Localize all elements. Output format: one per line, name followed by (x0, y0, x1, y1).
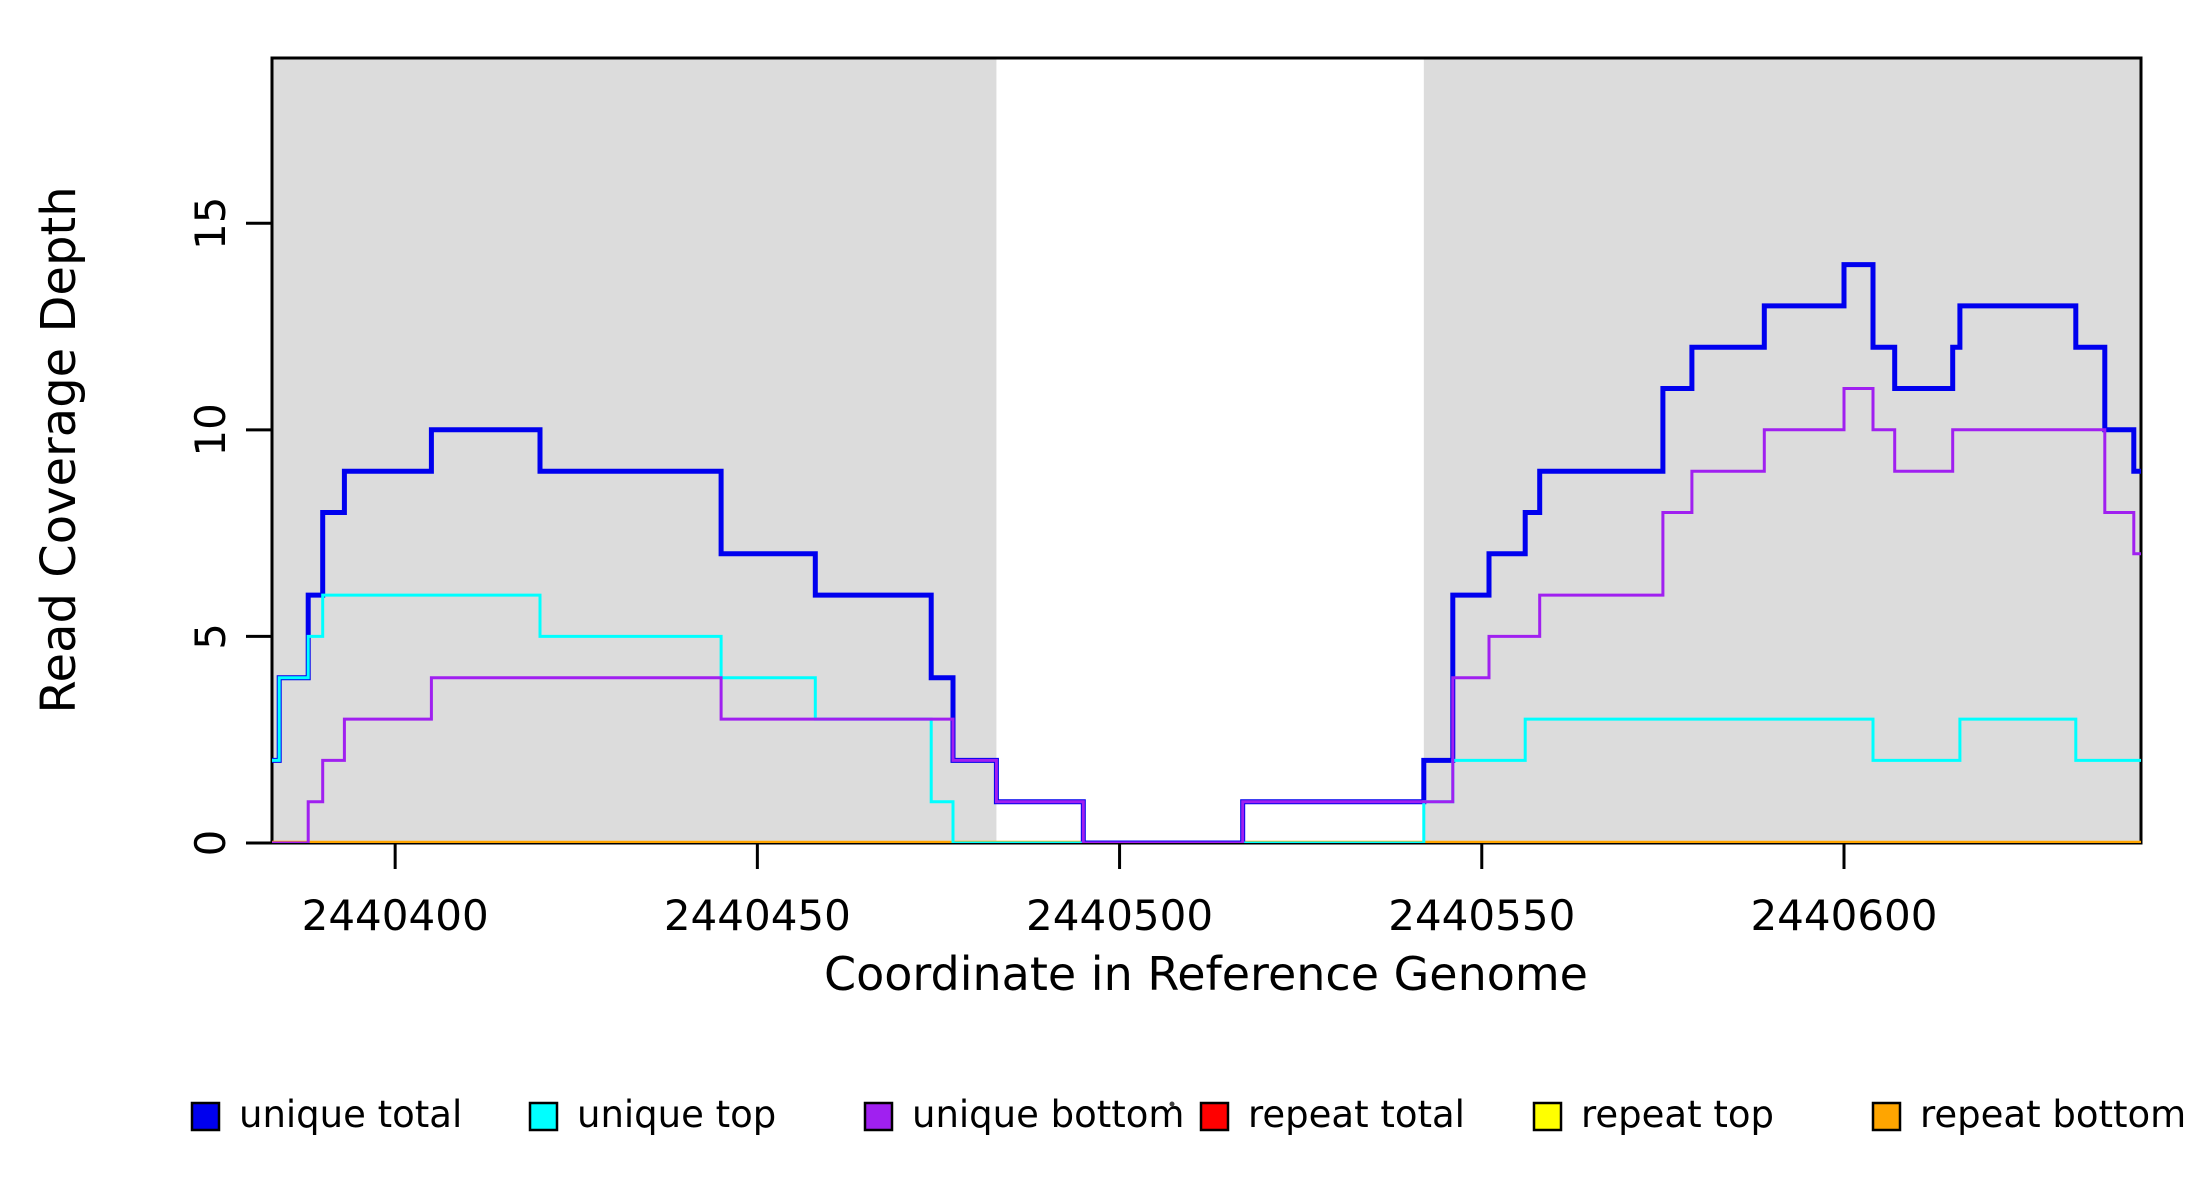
legend-item-unique-bottom: unique bottom (863, 1093, 1184, 1136)
legend-item-repeat-top: repeat top (1532, 1093, 1774, 1136)
stray-dot (1169, 1101, 1175, 1107)
legend-swatch-unique-total (190, 1101, 221, 1132)
shaded-regions-layer (272, 58, 2141, 843)
series-line-unique-top (272, 593, 2141, 843)
legend-label-repeat-total: repeat total (1248, 1093, 1465, 1136)
legend-label-unique-total: unique total (239, 1093, 462, 1136)
shaded-region (1423, 58, 2141, 843)
y-axis-title: Read Coverage Depth (31, 186, 87, 713)
legend-item-repeat-total: repeat total (1199, 1093, 1465, 1136)
axis-ticks-layer: 2440400 2440450 2440500 2440550 2440600 0 5 10 1… (186, 197, 1938, 940)
legend-swatch-unique-bottom (863, 1101, 894, 1132)
legend-item-unique-total: unique total (190, 1093, 462, 1136)
y-tick-label: 10 (186, 403, 235, 456)
legend-swatch-repeat-bottom (1871, 1101, 1902, 1132)
x-tick-label: 2440400 (302, 891, 489, 940)
series-layer (272, 262, 2141, 843)
y-tick-label: 0 (186, 830, 235, 857)
x-tick-label: 2440550 (1388, 891, 1575, 940)
legend-label-unique-bottom: unique bottom (912, 1093, 1184, 1136)
legend-item-repeat-bottom: repeat bottom (1871, 1093, 2186, 1136)
series-line-unique-bottom (272, 387, 2141, 843)
y-tick-label: 5 (186, 623, 235, 650)
annotations-layer (1169, 1101, 1175, 1107)
legend-swatch-repeat-total (1199, 1101, 1230, 1132)
legend: unique total unique top unique bottom repea… (190, 1093, 2186, 1136)
legend-item-unique-top: unique top (528, 1093, 776, 1136)
legend-label-repeat-top: repeat top (1581, 1093, 1774, 1136)
legend-swatch-repeat-top (1532, 1101, 1563, 1132)
x-tick-label: 2440600 (1750, 891, 1937, 940)
x-axis-title: Coordinate in Reference Genome (824, 947, 1588, 1001)
legend-swatch-unique-top (528, 1101, 559, 1132)
legend-label-repeat-bottom: repeat bottom (1920, 1093, 2186, 1136)
y-tick-label: 15 (186, 197, 235, 250)
x-tick-label: 2440450 (664, 891, 851, 940)
x-tick-label: 2440500 (1026, 891, 1213, 940)
legend-label-unique-top: unique top (577, 1093, 776, 1136)
shaded-region (272, 58, 997, 843)
